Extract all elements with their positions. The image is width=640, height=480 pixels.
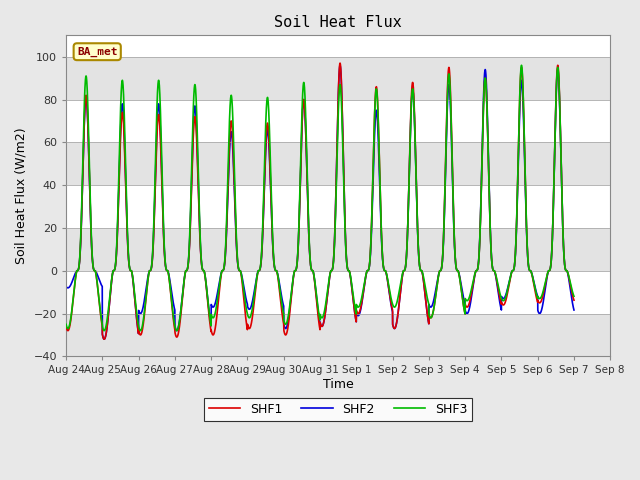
SHF1 <box>100 336 108 342</box>
Line: SHF2: SHF2 <box>66 65 574 339</box>
SHF2 <box>260 208 268 214</box>
SHF3 <box>116 108 124 114</box>
Text: BA_met: BA_met <box>77 47 118 57</box>
SHF2 <box>100 336 108 342</box>
SHF1 <box>520 120 528 125</box>
SHF3 <box>570 293 578 299</box>
SHF1 <box>260 205 268 211</box>
SHF2 <box>453 268 461 274</box>
SHF2 <box>389 324 397 329</box>
Bar <box>66 57 611 99</box>
Line: SHF3: SHF3 <box>66 65 574 331</box>
SHF2 <box>116 128 124 133</box>
Y-axis label: Soil Heat Flux (W/m2): Soil Heat Flux (W/m2) <box>15 128 28 264</box>
SHF3 <box>453 268 461 274</box>
SHF3 <box>62 322 70 327</box>
SHF3 <box>520 118 528 124</box>
SHF2 <box>520 129 528 135</box>
SHF3 <box>100 328 108 334</box>
SHF3 <box>518 62 525 68</box>
Bar <box>66 313 611 356</box>
Bar <box>66 228 611 271</box>
SHF1 <box>116 135 124 141</box>
SHF2 <box>62 284 70 289</box>
SHF1 <box>336 60 344 66</box>
Title: Soil Heat Flux: Soil Heat Flux <box>275 15 402 30</box>
SHF2 <box>570 307 578 313</box>
SHF3 <box>280 311 287 316</box>
SHF1 <box>570 297 578 303</box>
SHF2 <box>280 303 287 309</box>
SHF1 <box>62 324 70 329</box>
Bar <box>66 143 611 185</box>
SHF1 <box>280 320 287 326</box>
SHF1 <box>453 268 461 274</box>
Legend: SHF1, SHF2, SHF3: SHF1, SHF2, SHF3 <box>204 398 472 420</box>
SHF3 <box>389 302 397 308</box>
SHF3 <box>260 194 268 200</box>
SHF1 <box>389 324 397 329</box>
X-axis label: Time: Time <box>323 378 353 391</box>
SHF2 <box>336 62 344 68</box>
Line: SHF1: SHF1 <box>66 63 574 339</box>
